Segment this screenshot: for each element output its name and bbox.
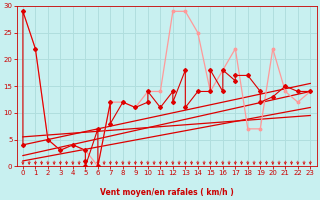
X-axis label: Vent moyen/en rafales ( km/h ): Vent moyen/en rafales ( km/h ) bbox=[100, 188, 234, 197]
